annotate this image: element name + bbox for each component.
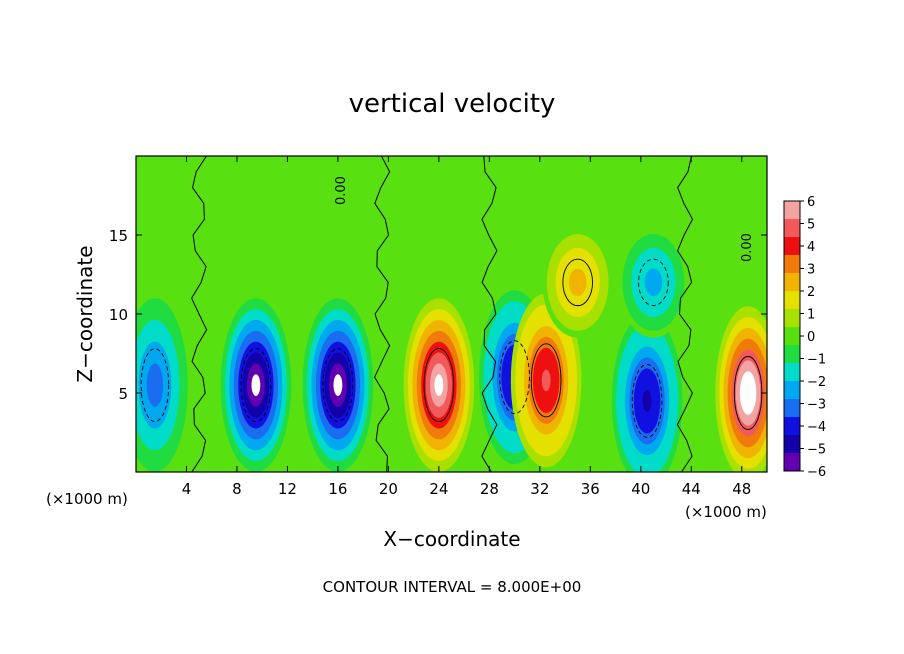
colorbar-swatch xyxy=(784,273,800,292)
velocity-cell xyxy=(510,293,582,468)
colorbar-swatch xyxy=(784,453,800,472)
colorbar-ticks: 6 5 4 3 2 1 0 −1 −2 −3 −4 −5 −6 xyxy=(800,195,826,480)
colorbar-swatch xyxy=(784,399,800,418)
colorbar xyxy=(783,200,801,472)
velocity-cell xyxy=(715,306,767,472)
field-band xyxy=(150,374,160,396)
y-axis-label: Z−coordinate xyxy=(73,245,97,382)
colorbar-tick-label: 5 xyxy=(807,218,815,233)
field-band xyxy=(649,275,658,290)
contour-interval-label: CONTOUR INTERVAL = 8.000E+00 xyxy=(323,578,582,596)
zero-contour-line xyxy=(676,156,694,472)
contour-line xyxy=(499,340,530,415)
y-tick-label: 15 xyxy=(109,227,128,245)
x-tick-label: 32 xyxy=(530,480,549,498)
x-tick-label: 4 xyxy=(182,480,192,498)
colorbar-tick-label: 3 xyxy=(807,263,815,278)
colorbar-swatch xyxy=(784,435,800,454)
contour-label: 0.00 xyxy=(334,176,349,205)
contour-line xyxy=(638,258,669,307)
x-tick-label: 8 xyxy=(232,480,242,498)
x-tick-label: 40 xyxy=(631,480,650,498)
colorbar-tick-label: 4 xyxy=(807,240,815,255)
field-band xyxy=(541,369,551,392)
x-axis-label: X−coordinate xyxy=(383,527,520,551)
x-axis-ticks: 4 8 12 16 20 24 28 32 36 40 44 48 xyxy=(182,156,751,498)
field-band xyxy=(333,374,343,396)
velocity-cell xyxy=(542,227,614,338)
contour-line xyxy=(631,363,663,438)
colorbar-tick-label: 2 xyxy=(807,285,815,300)
contour-line xyxy=(423,348,455,423)
field-band xyxy=(573,275,583,290)
colorbar-tick-label: 0 xyxy=(807,330,815,345)
colorbar-tick-label: 6 xyxy=(807,195,815,210)
x-tick-label: 48 xyxy=(732,480,751,498)
contour-line xyxy=(240,348,272,423)
velocity-field xyxy=(136,227,767,472)
contour-label: 0.00 xyxy=(740,233,755,262)
x-tick-label: 36 xyxy=(581,480,600,498)
colorbar-swatch xyxy=(784,237,800,256)
velocity-cell xyxy=(302,298,374,472)
y-axis-ticks: 5 10 15 xyxy=(109,227,767,403)
colorbar-swatch xyxy=(784,291,800,310)
chart-title: vertical velocity xyxy=(349,89,556,119)
y-tick-label: 10 xyxy=(109,306,128,324)
x-tick-label: 12 xyxy=(278,480,297,498)
colorbar-swatch xyxy=(784,417,800,436)
colorbar-swatch xyxy=(784,255,800,274)
velocity-cell xyxy=(611,314,683,472)
colorbar-tick-label: −3 xyxy=(807,398,826,413)
colorbar-tick-label: −2 xyxy=(807,375,826,390)
field-band xyxy=(743,382,753,404)
y-tick-label: 5 xyxy=(118,385,128,403)
colorbar-tick-label: 1 xyxy=(807,308,815,323)
colorbar-swatch xyxy=(784,381,800,400)
zero-contour-line xyxy=(374,156,391,472)
contour-line xyxy=(322,348,354,423)
contour-lines xyxy=(140,156,763,472)
colorbar-tick-label: −6 xyxy=(807,465,826,480)
velocity-cell xyxy=(136,298,188,472)
x-tick-label: 24 xyxy=(429,480,448,498)
x-unit-label: (×1000 m) xyxy=(46,490,128,508)
x-tick-label: 16 xyxy=(328,480,347,498)
colorbar-swatch xyxy=(784,363,800,382)
x-tick-label: 44 xyxy=(682,480,701,498)
colorbar-swatch xyxy=(784,219,800,238)
colorbar-swatch xyxy=(784,345,800,364)
field-band xyxy=(642,390,652,412)
colorbar-tick-label: −5 xyxy=(807,443,826,458)
velocity-cell xyxy=(618,227,689,338)
x-tick-label: 20 xyxy=(379,480,398,498)
colorbar-tick-label: −1 xyxy=(807,353,826,368)
x-tick-label: 28 xyxy=(480,480,499,498)
contour-line xyxy=(530,343,562,418)
field-band xyxy=(251,374,261,396)
colorbar-tick-label: −4 xyxy=(807,420,826,435)
field-band xyxy=(434,374,444,396)
velocity-cell xyxy=(403,298,475,472)
plot-area xyxy=(136,156,767,472)
zero-contour-line xyxy=(481,156,498,472)
colorbar-swatch xyxy=(784,201,800,220)
contour-line xyxy=(562,258,593,307)
zero-contour-line xyxy=(191,156,208,472)
velocity-cell xyxy=(220,298,292,472)
x-unit-label-right: (×1000 m) xyxy=(685,503,767,521)
colorbar-swatch xyxy=(784,309,800,328)
colorbar-swatch xyxy=(784,327,800,346)
